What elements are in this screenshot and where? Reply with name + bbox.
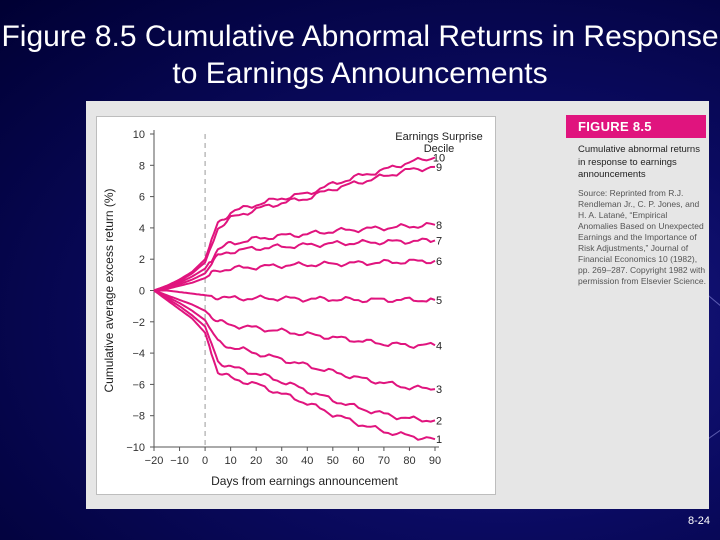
y-tick-label: −8	[132, 411, 145, 423]
caption-heading: FIGURE 8.5	[566, 115, 706, 138]
series-line-decile-2	[153, 289, 436, 423]
series-label-decile-2: 2	[436, 415, 442, 427]
slide-title: Figure 8.5 Cumulative Abnormal Returns i…	[1, 20, 719, 90]
series-label-decile-8: 8	[436, 220, 442, 232]
y-tick-label: 4	[139, 223, 145, 235]
x-axis-title: Days from earnings announcement	[211, 474, 398, 488]
x-tick-label: 30	[276, 455, 288, 467]
x-tick-label: 90	[429, 455, 441, 467]
series-line-decile-4	[153, 289, 436, 349]
series-label-decile-1: 1	[436, 434, 442, 446]
plot-card: −10 −8 −6 −4 −2 0 2 4 6 8 10 −20 −10 0 10 20 30 40 50 60 70 8…	[96, 116, 496, 495]
x-tick-label: 70	[378, 455, 390, 467]
x-tick-label: 20	[250, 455, 262, 467]
series-line-decile-10	[153, 156, 436, 292]
y-tick-label: 2	[139, 254, 145, 266]
x-tick-label: 60	[352, 455, 364, 467]
slide-number: 8-24	[687, 515, 710, 527]
caption-text: Cumulative abnormal returns in response …	[578, 144, 700, 180]
x-tick-label: 0	[202, 455, 208, 467]
series-label-decile-5: 5	[436, 295, 442, 307]
series-label-decile-3: 3	[436, 384, 442, 396]
series-line-decile-8	[153, 222, 436, 292]
series-line-decile-7	[153, 237, 436, 292]
series-line-decile-5	[154, 289, 436, 304]
legend-title: Decile	[424, 143, 455, 155]
x-tick-label: 40	[301, 455, 313, 467]
x-tick-label: 10	[225, 455, 237, 467]
series-line-decile-9	[153, 165, 436, 292]
legend-title: Earnings Surprise	[395, 131, 482, 143]
series-label-decile-9: 9	[436, 162, 442, 174]
y-tick-label: 0	[139, 286, 145, 298]
x-tick-label: 50	[327, 455, 339, 467]
x-tick-label: −10	[170, 455, 189, 467]
y-tick-label: 8	[139, 160, 145, 172]
series-label-decile-7: 7	[436, 235, 442, 247]
figure-caption: FIGURE 8.5 Cumulative abnormal returns i…	[566, 115, 706, 287]
x-tick-label: 80	[403, 455, 415, 467]
y-tick-label: 6	[139, 192, 145, 204]
series-label-decile-4: 4	[436, 340, 442, 352]
figure-panel: −10 −8 −6 −4 −2 0 2 4 6 8 10 −20 −10 0 10 20 30 40 50 60 70 8…	[86, 101, 709, 509]
series-label-decile-10: 10	[433, 152, 445, 164]
caption-source: Source: Reprinted from R.J. Rendleman Jr…	[578, 187, 707, 286]
y-tick-label: −10	[126, 442, 145, 454]
y-tick-label: −6	[132, 379, 145, 391]
y-tick-label: −2	[132, 317, 145, 329]
y-tick-label: 10	[133, 129, 145, 141]
series-label-decile-6: 6	[436, 256, 442, 268]
y-axis-title: Cumulative average excess return (%)	[102, 188, 116, 392]
series-line-decile-3	[153, 289, 436, 391]
x-tick-label: −20	[145, 455, 164, 467]
y-tick-label: −4	[132, 348, 145, 360]
series-line-decile-1	[153, 289, 436, 441]
series-line-decile-6	[153, 258, 436, 292]
